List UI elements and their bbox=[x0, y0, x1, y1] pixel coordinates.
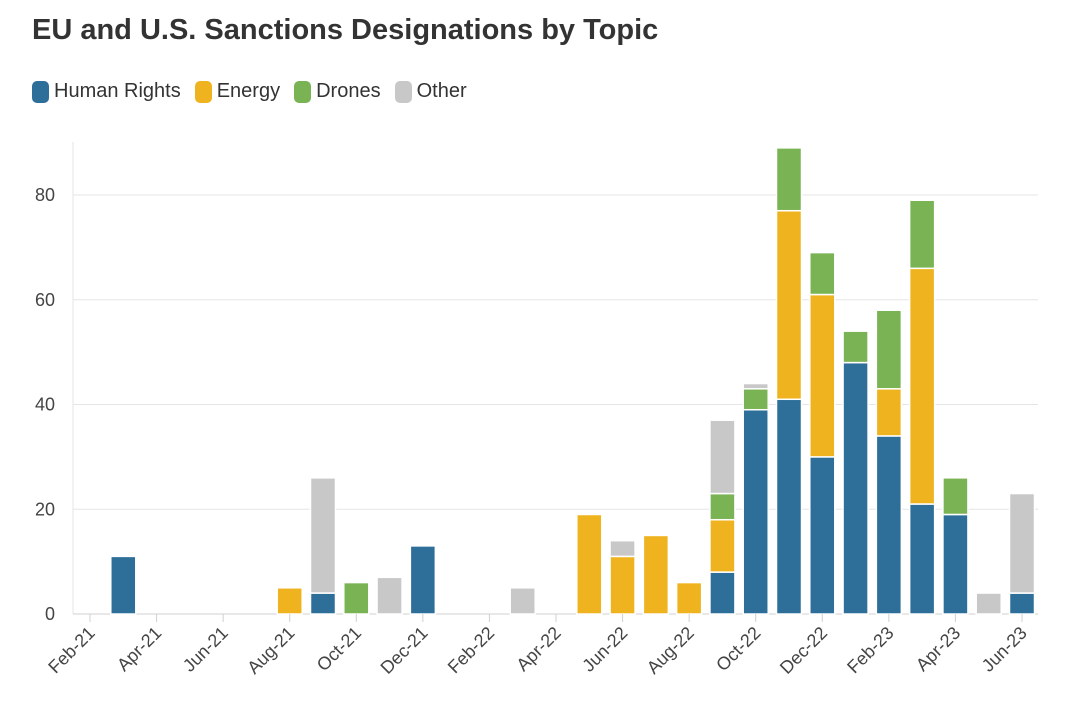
chart-title: EU and U.S. Sanctions Designations by To… bbox=[32, 14, 659, 46]
legend-item-drones[interactable]: Drones bbox=[294, 80, 381, 103]
bar-drones-oct-21 bbox=[343, 581, 370, 615]
legend-label-energy: Energy bbox=[216, 80, 281, 102]
bar-human-rights-mar-23 bbox=[908, 503, 936, 615]
bar-other-nov-21 bbox=[376, 576, 403, 615]
bar-energy-may-22 bbox=[576, 513, 603, 615]
bar-energy-aug-21 bbox=[276, 587, 303, 615]
bar-energy-jul-22 bbox=[642, 534, 670, 615]
bar-drones-mar-23 bbox=[908, 199, 936, 270]
x-tick-label: Jun-21 bbox=[179, 623, 232, 676]
x-tick-label: Aug-21 bbox=[243, 623, 298, 678]
y-tick-label: 0 bbox=[45, 604, 55, 624]
bar-human-rights-nov-22 bbox=[775, 398, 803, 615]
bar-drones-sep-22 bbox=[709, 492, 736, 521]
x-tick-label: Feb-22 bbox=[444, 623, 498, 677]
legend-label-other: Other bbox=[416, 80, 467, 102]
bar-energy-sep-22 bbox=[709, 518, 736, 573]
y-tick-label: 60 bbox=[35, 290, 55, 310]
bar-other-mar-22 bbox=[509, 587, 536, 615]
bar-human-rights-sep-22 bbox=[709, 571, 736, 615]
bar-human-rights-dec-22 bbox=[809, 456, 836, 615]
bar-drones-apr-23 bbox=[942, 477, 969, 516]
bar-energy-nov-22 bbox=[775, 209, 803, 401]
bar-other-oct-22 bbox=[742, 382, 769, 390]
legend-swatch-energy bbox=[194, 80, 212, 103]
bar-human-rights-dec-21 bbox=[409, 545, 437, 615]
bar-energy-dec-22 bbox=[809, 293, 836, 458]
bar-other-sep-21 bbox=[309, 477, 337, 594]
y-tick-label: 20 bbox=[35, 499, 55, 519]
bar-human-rights-feb-23 bbox=[875, 435, 903, 615]
bar-drones-jan-23 bbox=[842, 330, 869, 364]
bar-energy-feb-23 bbox=[875, 388, 903, 437]
x-tick-label: Apr-23 bbox=[912, 623, 964, 675]
x-tick-label: Apr-22 bbox=[512, 623, 564, 675]
bar-energy-jun-22 bbox=[609, 555, 636, 615]
x-tick-label: Jun-22 bbox=[578, 623, 631, 676]
legend-swatch-human-rights bbox=[32, 80, 49, 103]
bar-drones-oct-22 bbox=[742, 388, 769, 411]
legend-swatch-drones bbox=[294, 80, 312, 103]
legend-item-human-rights[interactable]: Human Rights bbox=[32, 80, 181, 103]
bar-human-rights-apr-23 bbox=[942, 513, 969, 615]
bar-human-rights-oct-22 bbox=[742, 408, 769, 615]
bar-energy-aug-22 bbox=[675, 581, 703, 615]
bar-drones-nov-22 bbox=[775, 147, 803, 212]
y-tick-label: 80 bbox=[35, 185, 55, 205]
bar-other-sep-22 bbox=[709, 419, 736, 495]
y-tick-label: 40 bbox=[35, 395, 55, 415]
x-tick-label: Oct-22 bbox=[712, 623, 764, 675]
bar-other-may-23 bbox=[975, 592, 1002, 615]
legend-label-human-rights: Human Rights bbox=[54, 80, 181, 102]
legend-item-other[interactable]: Other bbox=[394, 80, 467, 103]
bar-energy-mar-23 bbox=[908, 267, 936, 505]
legend-label-drones: Drones bbox=[316, 80, 381, 102]
bar-human-rights-jan-23 bbox=[842, 361, 869, 615]
x-tick-label: Feb-21 bbox=[44, 623, 98, 677]
bar-other-jun-22 bbox=[609, 539, 636, 558]
legend-swatch-other bbox=[394, 80, 412, 103]
x-tick-label: Dec-22 bbox=[776, 623, 831, 678]
x-tick-label: Feb-23 bbox=[843, 623, 897, 677]
chart-legend: Human Rights Energy Drones Other bbox=[32, 80, 481, 103]
x-tick-label: Dec-21 bbox=[377, 623, 432, 678]
legend-item-energy[interactable]: Energy bbox=[194, 80, 281, 103]
bar-other-jun-23 bbox=[1008, 492, 1036, 594]
bar-drones-feb-23 bbox=[875, 309, 903, 390]
bar-human-rights-jun-23 bbox=[1008, 592, 1036, 615]
bar-human-rights-mar-21 bbox=[110, 555, 137, 615]
bar-human-rights-sep-21 bbox=[309, 592, 337, 615]
bar-drones-dec-22 bbox=[809, 251, 836, 296]
x-tick-label: Oct-21 bbox=[313, 623, 365, 675]
x-tick-label: Aug-22 bbox=[643, 623, 698, 678]
x-tick-label: Apr-21 bbox=[113, 623, 165, 675]
x-tick-label: Jun-23 bbox=[978, 623, 1031, 676]
